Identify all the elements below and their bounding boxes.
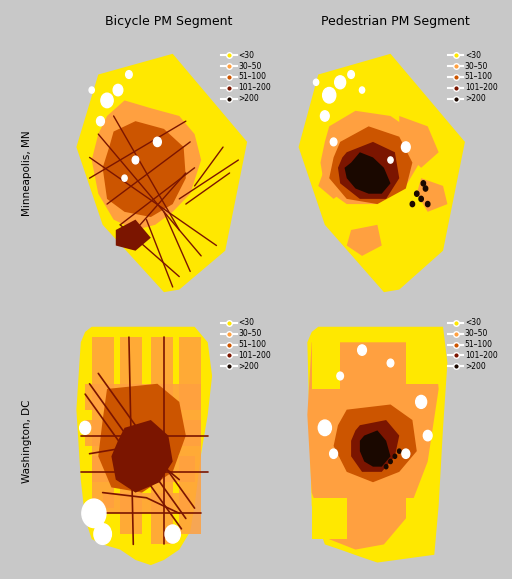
Legend: <30, 30–50, 51–100, 101–200, >200: <30, 30–50, 51–100, 101–200, >200 bbox=[221, 318, 272, 372]
Polygon shape bbox=[406, 342, 439, 384]
Polygon shape bbox=[102, 493, 190, 514]
Circle shape bbox=[385, 464, 388, 469]
Circle shape bbox=[389, 459, 392, 464]
Circle shape bbox=[321, 111, 329, 121]
Circle shape bbox=[165, 525, 180, 543]
Text: Minneapolis, MN: Minneapolis, MN bbox=[22, 130, 32, 216]
Circle shape bbox=[313, 79, 318, 85]
Polygon shape bbox=[112, 420, 173, 493]
Polygon shape bbox=[92, 337, 114, 508]
Circle shape bbox=[82, 499, 106, 527]
Polygon shape bbox=[98, 384, 186, 493]
Polygon shape bbox=[347, 225, 382, 256]
Polygon shape bbox=[307, 327, 447, 563]
Text: Bicycle PM Segment: Bicycle PM Segment bbox=[104, 15, 232, 28]
Legend: <30, 30–50, 51–100, 101–200, >200: <30, 30–50, 51–100, 101–200, >200 bbox=[221, 50, 272, 104]
Circle shape bbox=[419, 196, 423, 201]
Circle shape bbox=[358, 345, 367, 356]
Circle shape bbox=[132, 156, 139, 164]
Text: Washington, DC: Washington, DC bbox=[22, 399, 32, 482]
Polygon shape bbox=[360, 430, 391, 467]
Circle shape bbox=[388, 157, 393, 163]
Legend: <30, 30–50, 51–100, 101–200, >200: <30, 30–50, 51–100, 101–200, >200 bbox=[447, 50, 498, 104]
Polygon shape bbox=[417, 178, 447, 212]
Circle shape bbox=[154, 137, 161, 146]
Circle shape bbox=[397, 449, 401, 453]
Circle shape bbox=[423, 186, 428, 191]
Circle shape bbox=[89, 87, 94, 93]
Circle shape bbox=[423, 430, 432, 441]
Circle shape bbox=[335, 76, 346, 89]
Polygon shape bbox=[345, 152, 391, 194]
Polygon shape bbox=[92, 456, 195, 482]
Polygon shape bbox=[92, 100, 201, 230]
Circle shape bbox=[401, 142, 410, 152]
Circle shape bbox=[323, 87, 336, 103]
Circle shape bbox=[421, 181, 425, 186]
Polygon shape bbox=[399, 116, 439, 168]
Polygon shape bbox=[116, 219, 151, 251]
Polygon shape bbox=[85, 420, 201, 446]
Polygon shape bbox=[312, 498, 347, 539]
Circle shape bbox=[330, 138, 337, 146]
Circle shape bbox=[97, 116, 104, 126]
Circle shape bbox=[80, 422, 91, 434]
Polygon shape bbox=[120, 337, 142, 534]
Circle shape bbox=[359, 87, 365, 93]
Circle shape bbox=[416, 395, 426, 408]
Circle shape bbox=[348, 71, 354, 78]
Polygon shape bbox=[351, 420, 399, 472]
Circle shape bbox=[425, 201, 430, 207]
Circle shape bbox=[94, 523, 112, 544]
Circle shape bbox=[113, 85, 123, 96]
Polygon shape bbox=[179, 337, 201, 534]
Polygon shape bbox=[102, 121, 186, 217]
Circle shape bbox=[415, 191, 419, 196]
Polygon shape bbox=[85, 384, 201, 410]
Polygon shape bbox=[321, 111, 421, 204]
Circle shape bbox=[337, 372, 344, 380]
Circle shape bbox=[125, 71, 132, 78]
Polygon shape bbox=[312, 342, 340, 389]
Polygon shape bbox=[307, 342, 439, 549]
Polygon shape bbox=[298, 54, 465, 292]
Circle shape bbox=[393, 455, 397, 459]
Circle shape bbox=[387, 359, 394, 367]
Polygon shape bbox=[329, 126, 412, 204]
Circle shape bbox=[402, 449, 410, 459]
Circle shape bbox=[330, 449, 337, 459]
Polygon shape bbox=[151, 337, 173, 544]
Text: Pedestrian PM Segment: Pedestrian PM Segment bbox=[321, 15, 470, 28]
Polygon shape bbox=[338, 142, 399, 199]
Circle shape bbox=[410, 201, 415, 207]
Polygon shape bbox=[76, 327, 212, 565]
Circle shape bbox=[318, 420, 331, 435]
Polygon shape bbox=[406, 498, 434, 539]
Polygon shape bbox=[318, 160, 351, 199]
Circle shape bbox=[122, 175, 127, 181]
Polygon shape bbox=[76, 54, 247, 292]
Legend: <30, 30–50, 51–100, 101–200, >200: <30, 30–50, 51–100, 101–200, >200 bbox=[447, 318, 498, 372]
Circle shape bbox=[101, 93, 113, 108]
Polygon shape bbox=[334, 405, 417, 482]
